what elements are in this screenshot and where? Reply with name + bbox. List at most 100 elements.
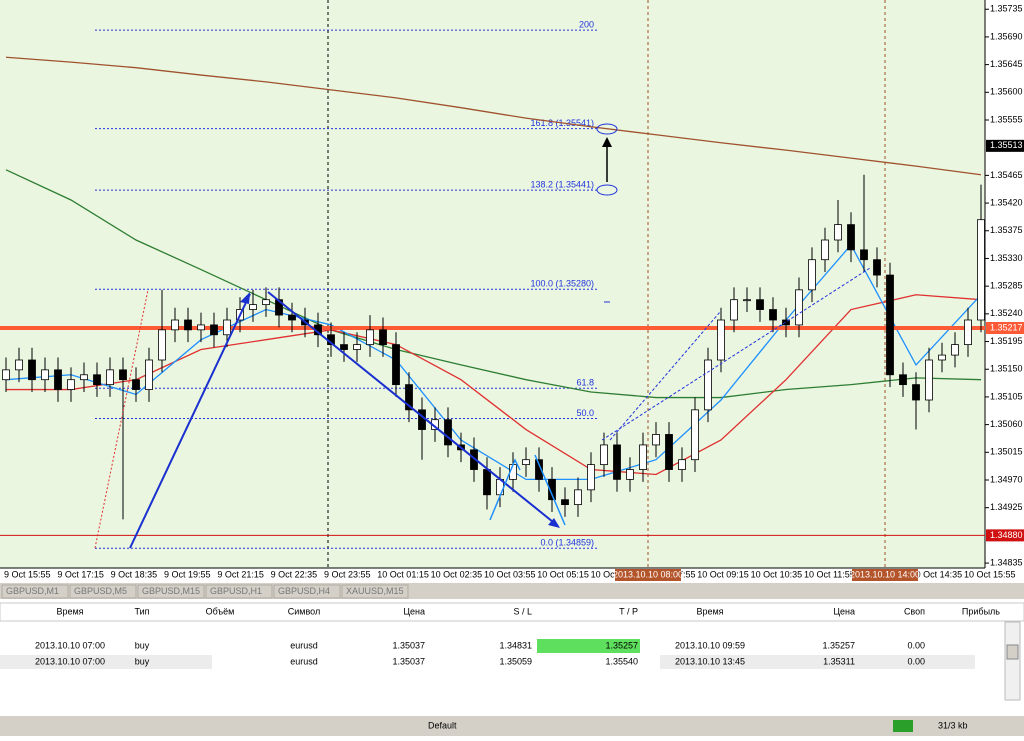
- column-header[interactable]: T / P: [619, 606, 638, 616]
- column-header[interactable]: Тип: [134, 606, 149, 616]
- tab[interactable]: [205, 584, 273, 599]
- tab-label[interactable]: GBPUSD,M1: [6, 586, 59, 596]
- tab[interactable]: [273, 584, 341, 599]
- column-header[interactable]: Цена: [403, 606, 425, 616]
- fib-label: 138.2 (1.35441): [530, 180, 594, 190]
- y-tick-label: 1.35555: [990, 114, 1023, 124]
- time-marker-bg: [852, 569, 918, 581]
- column-header[interactable]: Время: [56, 606, 83, 616]
- candle-body: [210, 324, 218, 336]
- candle-body: [860, 249, 868, 261]
- status-traffic: 31/3 kb: [938, 720, 968, 730]
- x-tick-label: 10 Oct 10:35: [751, 569, 803, 579]
- candle-body: [548, 478, 556, 501]
- candle-body: [522, 459, 530, 466]
- fib-label: 200: [579, 20, 594, 30]
- column-header[interactable]: Цена: [833, 606, 855, 616]
- candle-body: [158, 329, 166, 361]
- table-cell: 2013.10.10 09:59: [675, 640, 745, 650]
- x-tick-label: 10 Oct 02:35: [431, 569, 483, 579]
- fib-label: 0.0 (1.34859): [540, 538, 594, 548]
- candle-body: [665, 434, 673, 470]
- tab-label[interactable]: GBPUSD,M5: [74, 586, 127, 596]
- x-tick-label: 9 Oct 18:35: [111, 569, 158, 579]
- column-header[interactable]: Объём: [206, 606, 235, 616]
- candle-body: [704, 359, 712, 411]
- moving-average: [5, 243, 982, 481]
- scroll-thumb[interactable]: [1006, 644, 1019, 660]
- y-tick-label: 1.35285: [990, 281, 1023, 291]
- tab[interactable]: [1, 584, 69, 599]
- candle-body: [470, 449, 478, 470]
- table-cell: 1.35540: [605, 656, 638, 666]
- table-header: [0, 602, 1024, 622]
- table-cell: 1.35257: [822, 640, 855, 650]
- y-tick-label: 1.35195: [990, 336, 1023, 346]
- time-marker-bg: [615, 569, 681, 581]
- column-header[interactable]: Символ: [288, 606, 320, 616]
- x-tick-label: 10 Oct 05:15: [537, 569, 589, 579]
- candle-body: [67, 379, 75, 390]
- candle-body: [730, 299, 738, 321]
- table-cell: 0.00: [907, 640, 925, 650]
- tp-highlight: [537, 639, 640, 653]
- table-cell: 2013.10.10 07:00: [35, 656, 105, 666]
- candle-body: [535, 459, 543, 480]
- candle-body: [366, 329, 374, 346]
- row-stripe: [660, 655, 975, 669]
- arrow-line: [489, 458, 521, 521]
- fib-label: 100.0 (1.35280): [530, 279, 594, 289]
- table-cell: 1.35037: [392, 640, 425, 650]
- tab-label[interactable]: XAUUSD,M15: [346, 586, 404, 596]
- column-header[interactable]: S / L: [513, 606, 532, 616]
- y-tick-label: 1.35420: [990, 197, 1023, 207]
- price-line-box: [986, 322, 1024, 334]
- candle-body: [964, 319, 972, 346]
- table-cell: 1.35059: [499, 656, 532, 666]
- current-price: 1.35513: [990, 140, 1023, 150]
- column-header[interactable]: Прибыль: [962, 606, 1000, 616]
- row-stripe: [0, 655, 212, 669]
- trend-line: [609, 311, 721, 441]
- y-tick-label: 1.35690: [990, 31, 1023, 41]
- y-tick-label: 1.34835: [990, 557, 1023, 567]
- table-cell: buy: [135, 656, 150, 666]
- candle-body: [678, 459, 686, 470]
- candle-body: [119, 369, 127, 381]
- x-tick-label: 10 Oct 14:35: [911, 569, 963, 579]
- table-cell: buy: [135, 640, 150, 650]
- candle-body: [977, 219, 985, 321]
- table-cell: 1.35037: [392, 656, 425, 666]
- tab[interactable]: [341, 584, 409, 599]
- tab[interactable]: [69, 584, 137, 599]
- column-header[interactable]: Своп: [904, 606, 925, 616]
- candle-body: [912, 384, 920, 401]
- candle-body: [184, 319, 192, 331]
- candle-body: [106, 369, 114, 386]
- candle-body: [951, 344, 959, 356]
- price-line-label: 1.35217: [990, 322, 1023, 332]
- y-tick-label: 1.35240: [990, 308, 1023, 318]
- table-cell: 2013.10.10 13:45: [675, 656, 745, 666]
- tab-label[interactable]: GBPUSD,H1: [210, 586, 262, 596]
- table-cell: 0.00: [907, 656, 925, 666]
- tab-label[interactable]: GBPUSD,M15: [142, 586, 200, 596]
- x-tick-label: 10 Oct 11:55: [804, 569, 855, 579]
- table-cell: eurusd: [290, 656, 318, 666]
- candle-body: [132, 379, 140, 390]
- tab[interactable]: [137, 584, 205, 599]
- fib-label: 50.0: [576, 408, 594, 418]
- drawings: [94, 123, 871, 549]
- candle-body: [613, 444, 621, 480]
- candle-body: [587, 464, 595, 491]
- status-bar: [0, 716, 1024, 736]
- tab-label[interactable]: GBPUSD,H4: [278, 586, 330, 596]
- candle-body: [756, 299, 764, 310]
- x-tick-label: 9 Oct 19:55: [164, 569, 211, 579]
- current-price-box: [986, 139, 1024, 152]
- column-header[interactable]: Время: [696, 606, 723, 616]
- scrollbar[interactable]: [1004, 621, 1021, 701]
- candle-body: [938, 354, 946, 361]
- candle-body: [288, 314, 296, 321]
- candle-body: [54, 369, 62, 390]
